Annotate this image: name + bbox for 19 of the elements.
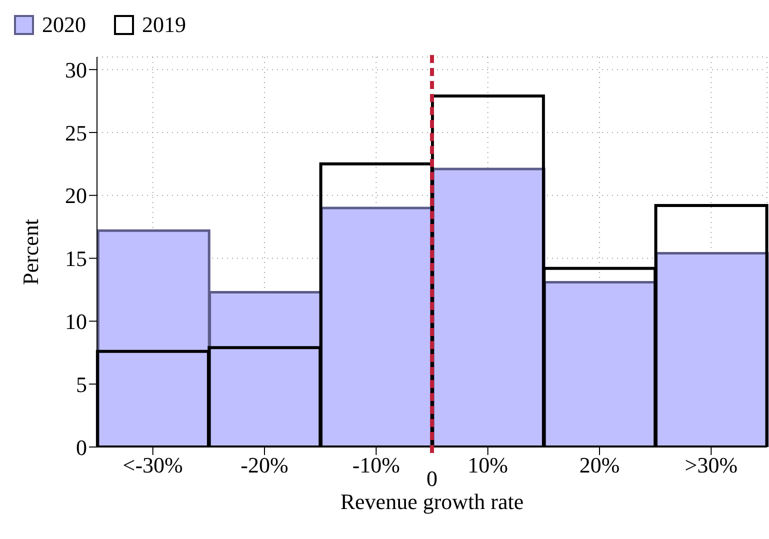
y-tick-label: 15	[65, 246, 87, 272]
y-tick-label: 10	[65, 309, 87, 334]
y-axis-title: Percent	[18, 219, 43, 285]
y-tick-label: 20	[65, 183, 87, 208]
legend-label: 2019	[141, 12, 186, 38]
y-tick-label: 25	[65, 120, 87, 146]
x-tick-label: -10%	[352, 452, 400, 478]
x-tick-label: 10%	[468, 452, 508, 478]
y-tick-label: 5	[76, 372, 87, 397]
x-tick-label: -20%	[240, 452, 288, 478]
y-tick-label: 0	[76, 434, 87, 460]
y-tick-label: 30	[65, 57, 87, 82]
x-tick-label: >30%	[684, 452, 738, 478]
x-axis-title: Revenue growth rate	[340, 489, 524, 514]
text: 0	[426, 466, 438, 491]
x-tick-label: <-30%	[122, 452, 183, 478]
x-tick-label: 20%	[579, 452, 620, 478]
legend-label: 2020	[41, 12, 86, 38]
bar	[432, 168, 546, 447]
